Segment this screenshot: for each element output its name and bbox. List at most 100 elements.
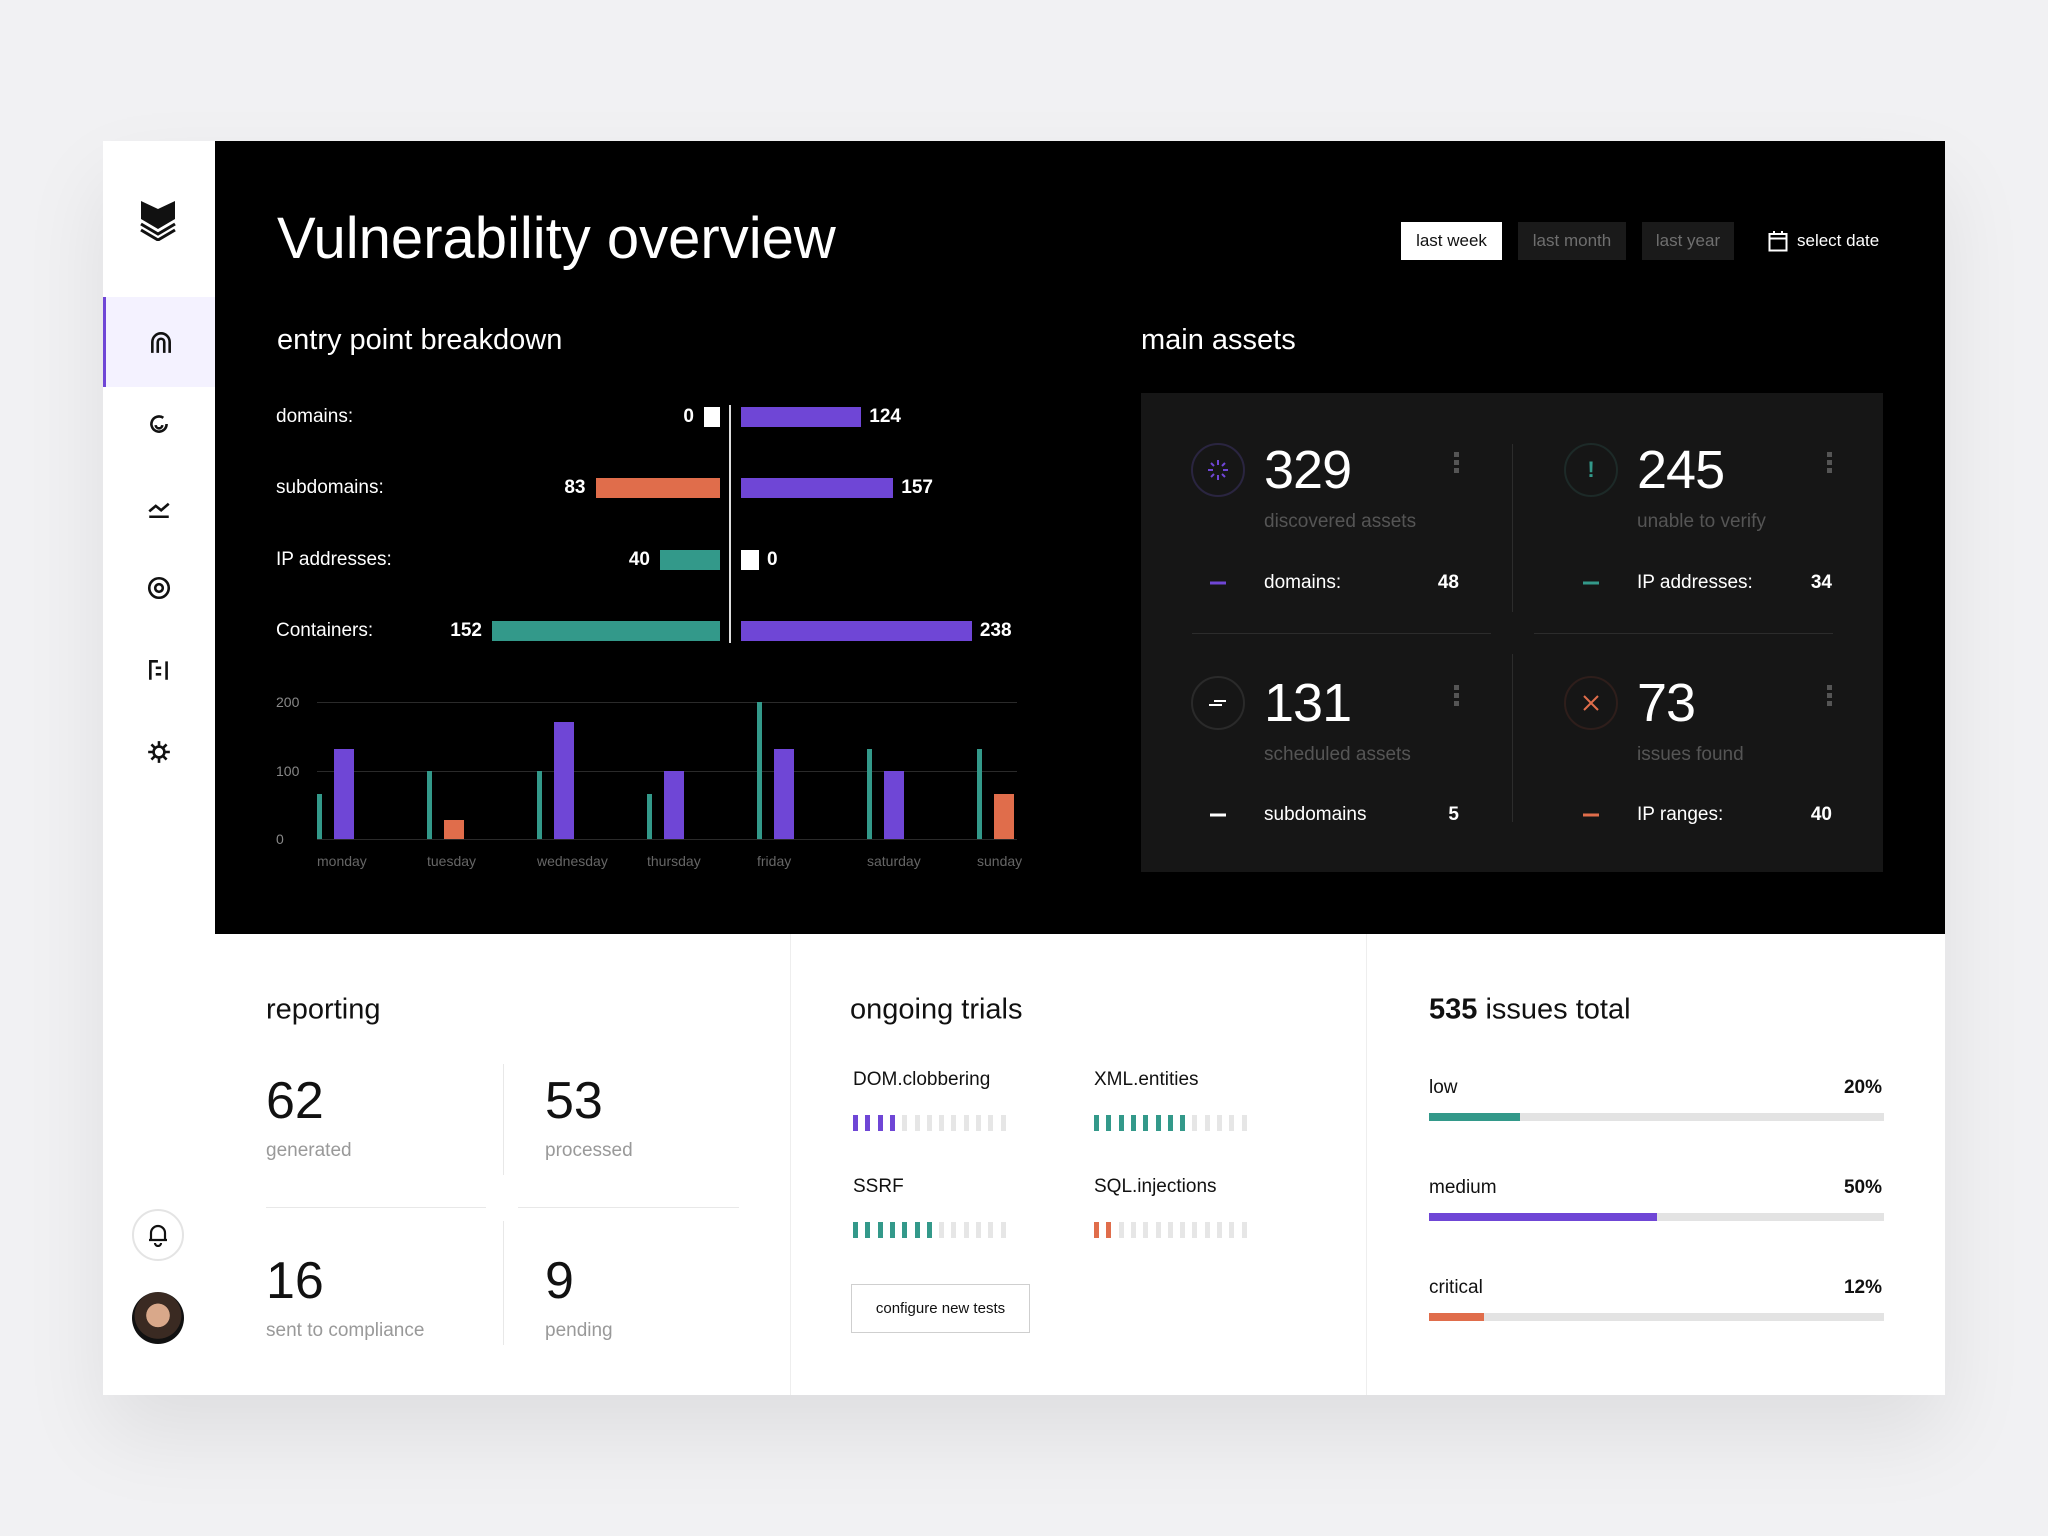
divider	[1192, 633, 1491, 634]
range-last-year-button[interactable]: last year	[1642, 222, 1734, 260]
breakdown-bar-right	[741, 621, 972, 641]
sidebar-item-home[interactable]	[103, 297, 215, 387]
issue-level-fill	[1429, 1113, 1520, 1121]
arch-icon	[150, 332, 171, 353]
issue-level-label: low	[1429, 1077, 1458, 1098]
breakdown-row-label: domains:	[276, 406, 354, 427]
issue-level-label: critical	[1429, 1277, 1483, 1298]
range-last-month-button[interactable]: last month	[1518, 222, 1626, 260]
bar-friday-series-1	[774, 748, 794, 839]
x-tick-label: thursday	[647, 853, 701, 869]
progress-segment	[1241, 1115, 1247, 1131]
select-date-button[interactable]: select date	[1768, 230, 1879, 252]
divider	[518, 1207, 739, 1208]
more-options-icon[interactable]	[1454, 452, 1459, 473]
exclamation-icon: !	[1587, 457, 1595, 482]
sidebar-item-settings[interactable]	[103, 711, 215, 793]
breakdown-value-left: 40	[628, 549, 650, 570]
breakdown-value-right: 0	[767, 549, 778, 570]
progress-segment	[988, 1115, 994, 1131]
asset-sub-label: domains:	[1264, 572, 1342, 593]
report-label: generated	[266, 1140, 352, 1161]
progress-segment	[1000, 1115, 1006, 1131]
progress-segment	[1143, 1115, 1149, 1131]
x-tick-label: saturday	[867, 853, 921, 869]
select-date-label: select date	[1797, 231, 1880, 250]
progress-segment	[1241, 1222, 1247, 1238]
progress-segment	[889, 1115, 895, 1131]
progress-segment	[902, 1222, 908, 1238]
progress-segment	[1106, 1115, 1112, 1131]
bar-sunday-series-0	[977, 748, 982, 839]
bar-tuesday-series-2	[444, 819, 464, 839]
issues-total: 535	[1429, 993, 1478, 1026]
issue-level-percent: 12%	[1843, 1277, 1882, 1298]
user-avatar[interactable]	[132, 1292, 184, 1344]
lines-icon	[1209, 700, 1226, 706]
breakdown-value-right: 124	[869, 406, 901, 427]
sidebar-item-reports[interactable]	[103, 629, 215, 711]
breakdown-bar-left	[492, 621, 720, 641]
more-options-icon[interactable]	[1454, 685, 1459, 706]
progress-segment	[1106, 1222, 1112, 1238]
y-tick-label: 0	[276, 831, 284, 847]
asset-count: 73	[1637, 673, 1696, 733]
more-options-icon[interactable]	[1827, 452, 1832, 473]
asset-sub-label: subdomains	[1264, 804, 1367, 825]
issues-title-suffix: issues total	[1477, 993, 1631, 1026]
notifications-button[interactable]	[132, 1209, 184, 1261]
breakdown-bar-left	[660, 550, 720, 570]
report-count: 16	[266, 1252, 324, 1310]
breakdown-bar-right	[741, 407, 862, 427]
progress-segment	[1118, 1222, 1124, 1238]
asset-sub-label: IP addresses:	[1637, 572, 1753, 593]
assets-title: main assets	[1141, 324, 1296, 356]
configure-tests-button[interactable]: configure new tests	[851, 1284, 1030, 1333]
range-last-week-button[interactable]: last week	[1401, 222, 1502, 260]
progress-segment	[1217, 1115, 1222, 1131]
divider	[266, 1207, 486, 1208]
issues-title: 535 issues total	[1429, 994, 1631, 1027]
dash-icon	[1583, 581, 1599, 585]
breakdown-bar-left	[595, 478, 720, 498]
shield-logo[interactable]	[138, 199, 178, 246]
asset-sub-value: 5	[1448, 804, 1459, 825]
progress-segment	[926, 1115, 932, 1131]
sidebar-item-spiral[interactable]	[103, 383, 215, 465]
sidebar-item-targets[interactable]	[103, 547, 215, 629]
issue-level-percent: 50%	[1843, 1177, 1882, 1198]
progress-segment	[1167, 1115, 1173, 1131]
progress-segment	[1192, 1222, 1198, 1238]
asset-label: issues found	[1637, 744, 1744, 765]
progress-segment	[939, 1115, 945, 1131]
progress-segment	[926, 1222, 932, 1238]
bar-friday-series-0	[757, 702, 762, 839]
breakdown-bar-right	[741, 550, 759, 570]
x-tick-label: friday	[757, 853, 792, 869]
sidebar-item-analytics[interactable]	[103, 466, 215, 548]
progress-segment	[1094, 1115, 1099, 1131]
breakdown-title: entry point breakdown	[277, 324, 563, 356]
more-options-icon[interactable]	[1827, 685, 1832, 706]
asset-label: discovered assets	[1264, 511, 1417, 532]
progress-segment	[865, 1115, 871, 1131]
progress-segment	[1180, 1115, 1186, 1131]
progress-segment	[1155, 1115, 1161, 1131]
bar-saturday-series-1	[884, 770, 904, 839]
progress-segment	[853, 1115, 858, 1131]
bell-icon	[149, 1224, 167, 1247]
progress-segment	[1000, 1222, 1006, 1238]
close-x-icon	[1583, 695, 1599, 711]
bar-wednesday-series-0	[537, 770, 542, 839]
report-label: processed	[545, 1140, 633, 1161]
dash-icon	[1583, 813, 1599, 817]
report-count: 53	[545, 1072, 603, 1130]
asset-label: scheduled assets	[1264, 744, 1411, 765]
progress-segment	[1118, 1115, 1124, 1131]
progress-segment	[1155, 1222, 1161, 1238]
divider	[1512, 654, 1513, 822]
bar-sunday-series-2	[994, 793, 1014, 839]
progress-segment	[939, 1222, 945, 1238]
report-count: 62	[266, 1072, 324, 1130]
progress-segment	[976, 1222, 981, 1238]
